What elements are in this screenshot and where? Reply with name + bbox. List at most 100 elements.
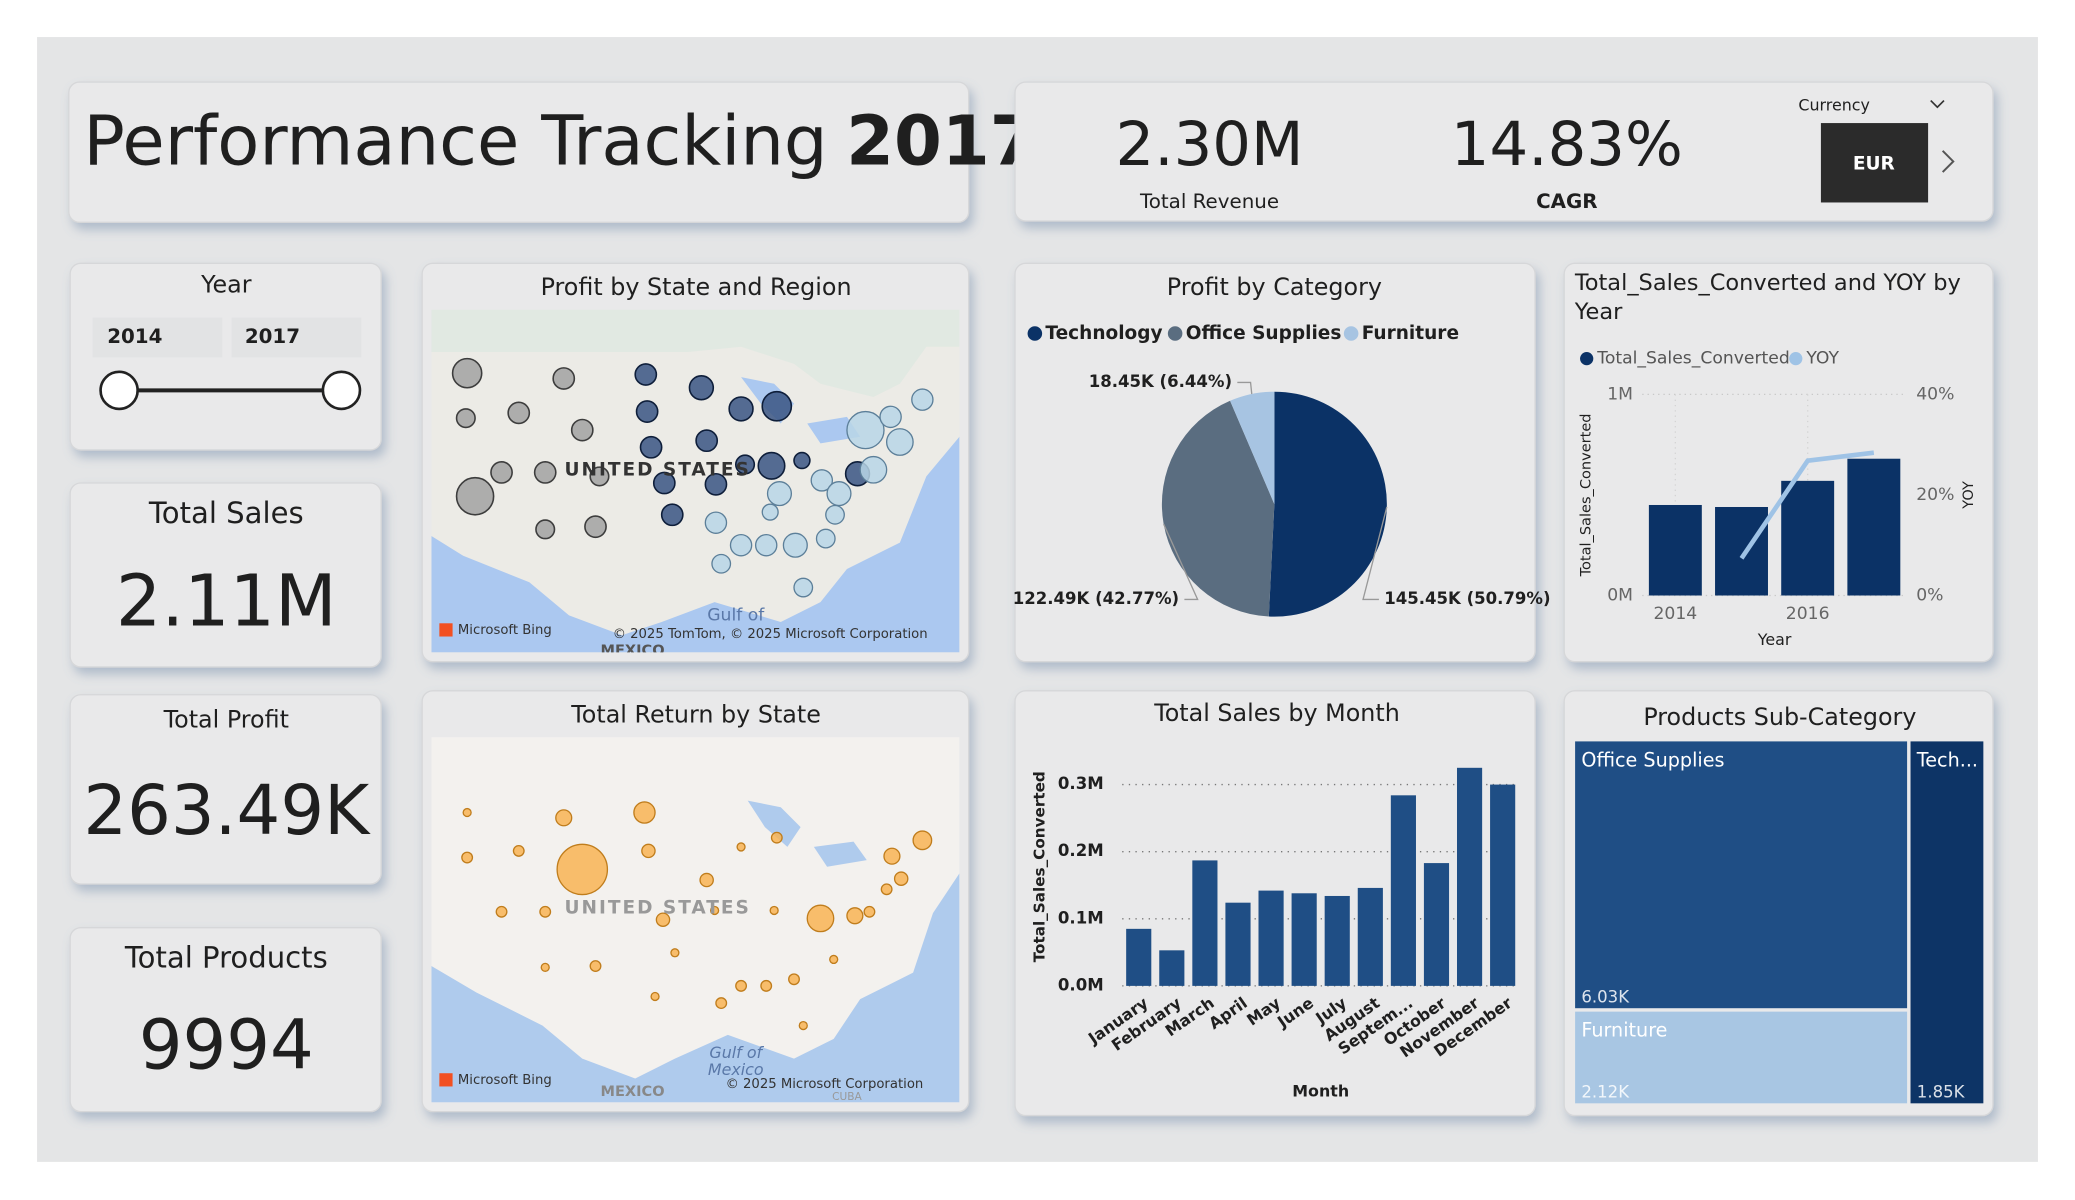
currency-value[interactable]: EUR [1853, 154, 1895, 175]
total-profit-card [69, 694, 382, 885]
pie-slice [1268, 391, 1387, 617]
currency-button[interactable] [1820, 123, 1929, 203]
bar [1258, 890, 1284, 986]
chart-title: Products Sub-Category [1643, 703, 1916, 731]
pie-slice [1230, 391, 1275, 505]
map-water [431, 436, 960, 653]
next-chevron[interactable] [1941, 150, 1955, 173]
bar [1715, 506, 1768, 596]
slider-handle[interactable] [321, 370, 362, 411]
map-bubbles [461, 801, 933, 1031]
slicer-end: 2017 [245, 325, 300, 348]
map[interactable]: UNITED STATES Gulf of MEXICO Microsoft B… [431, 309, 960, 659]
bar [1390, 795, 1416, 986]
bar [1847, 458, 1901, 596]
legend-label: Office Supplies [1186, 323, 1342, 344]
chart-title: Total_Sales_Converted and YOY by Year [1574, 269, 1961, 326]
data-label: 122.49K (42.77%) [1013, 589, 1179, 608]
y2-tick-label: 20% [1916, 485, 1954, 505]
legend-label: YOY [1805, 349, 1839, 369]
tile-label: Furniture [1581, 1019, 1667, 1042]
slicer-title: Year [200, 270, 252, 298]
y-tick-label: 0.2M [1058, 841, 1104, 860]
bar [1291, 893, 1317, 986]
chart-title-box: Total_Sales_Converted and YOY by Year [1574, 269, 1961, 326]
dropdown-chevron[interactable] [1930, 99, 1945, 109]
map-water [431, 873, 960, 1103]
map-bubbles [634, 363, 871, 527]
provider-logo [439, 1073, 453, 1087]
map-label: UNITED STATES [565, 897, 751, 918]
line [1739, 450, 1875, 560]
leader-line [1362, 506, 1388, 601]
data-label: 145.45K (50.79%) [1384, 589, 1550, 608]
provider-logo [439, 623, 453, 637]
kpi-value: 2.30M [1116, 109, 1304, 180]
bar [1648, 504, 1702, 596]
map-provider: Microsoft Bing [458, 1073, 552, 1088]
map-label: MEXICO [601, 642, 665, 659]
card-value: 263.49K [83, 771, 371, 851]
card-value: 9994 [139, 1005, 314, 1085]
map-attribution: © 2025 Microsoft Corporation [726, 1077, 924, 1092]
currency-label: Currency [1798, 95, 1870, 114]
title-card [68, 81, 970, 223]
kpi-label: Total Revenue [1139, 190, 1279, 213]
data-label: 18.45K (6.44%) [1089, 372, 1232, 391]
y-tick-label: 1M [1607, 384, 1633, 404]
title-year: 2017 [846, 102, 1037, 182]
tile-label: Tech... [1916, 748, 1978, 771]
chart-title: Profit by Category [1167, 273, 1382, 301]
chart-title: Total Sales by Month [1153, 699, 1400, 727]
map-bubbles [704, 388, 934, 598]
y-axis-title: Total_Sales_Converted [1031, 771, 1049, 962]
card-value: 2.11M [116, 560, 337, 643]
year-slicer-card [69, 262, 382, 451]
legend-marker [1343, 326, 1359, 341]
leader-line [1237, 381, 1253, 395]
card-title: Total Sales [148, 496, 304, 530]
y2-tick-label: 0% [1916, 586, 1943, 606]
slider-handle[interactable] [99, 370, 139, 411]
treemap-tile [1907, 738, 1987, 1107]
bar [1324, 895, 1350, 986]
legend-marker [1580, 352, 1594, 366]
legend-marker [1789, 352, 1803, 366]
x-tick-label: 2016 [1786, 604, 1830, 624]
map-label: CUBA [832, 1091, 862, 1103]
bar [1225, 902, 1251, 986]
card-title: Total Profit [163, 706, 289, 734]
tile-value: 1.85K [1917, 1083, 1966, 1102]
kpi-card [1014, 81, 1994, 222]
map-label: Mexico [708, 1060, 764, 1079]
y-tick-label: 0M [1607, 586, 1633, 606]
y-tick-label: 0.0M [1058, 975, 1104, 994]
card-title: Total Products [124, 940, 328, 974]
slicer-input[interactable] [92, 317, 223, 358]
bar [1781, 480, 1835, 596]
map-label: Gulf of [707, 605, 765, 625]
slicer-start: 2014 [107, 325, 162, 348]
legend-label: Furniture [1362, 323, 1459, 344]
bar [1423, 863, 1450, 986]
treemap-tile [1571, 738, 1911, 1012]
pie-slice [1161, 400, 1275, 617]
tile-value: 6.03K [1581, 988, 1630, 1007]
leader-line [1163, 523, 1199, 601]
bar [1490, 784, 1516, 986]
title-text: Performance Tracking [83, 102, 827, 182]
legend-label: Technology [1045, 323, 1162, 344]
map-title: Total Return by State [570, 700, 821, 728]
map[interactable]: UNITED STATES Gulf of Mexico MEXICO CUBA… [431, 737, 960, 1103]
kpi-value: 14.83% [1451, 109, 1683, 180]
bar [1192, 860, 1218, 986]
y-tick-label: 0.1M [1058, 908, 1104, 927]
legend-marker [1167, 326, 1183, 341]
map-attribution: © 2025 TomTom, © 2025 Microsoft Corporat… [613, 627, 928, 642]
bar [1357, 887, 1383, 986]
map-label: Gulf of [709, 1043, 764, 1062]
x-axis-title: Year [1757, 630, 1792, 649]
slicer-input[interactable] [231, 317, 362, 358]
